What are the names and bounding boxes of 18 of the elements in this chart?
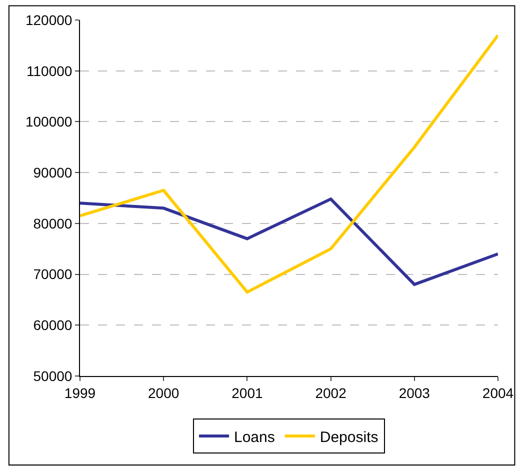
- y-tick-label: 60000: [33, 317, 72, 334]
- x-tick-label: 2001: [232, 384, 263, 401]
- y-tick-label: 110000: [26, 62, 72, 79]
- y-tick-label: 120000: [25, 12, 72, 28]
- y-tick-label: 90000: [33, 164, 72, 180]
- x-tick-label: 2003: [398, 384, 430, 401]
- y-tick-label: 80000: [33, 215, 72, 232]
- y-tick-label: 50000: [33, 368, 72, 384]
- x-tick-label: 1999: [64, 384, 96, 401]
- line-series: [80, 34, 498, 294]
- line-series: [80, 198, 498, 286]
- x-tick-label: 2004: [482, 384, 514, 401]
- x-tick-label: 2002: [315, 384, 347, 401]
- legend-label: Deposits: [320, 428, 378, 446]
- y-tick-label: 70000: [33, 266, 72, 282]
- y-tick-label: 100000: [25, 114, 72, 130]
- legend-label: Loans: [234, 428, 275, 446]
- x-tick-label: 2000: [148, 384, 180, 401]
